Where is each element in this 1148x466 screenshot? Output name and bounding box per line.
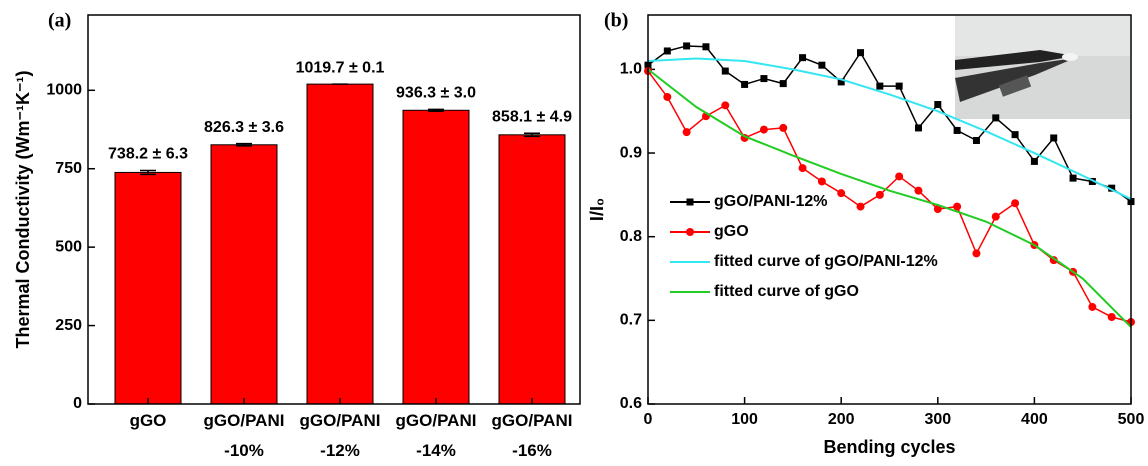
marker [914,187,922,195]
marker [683,128,691,136]
marker [953,203,961,211]
marker [799,164,807,172]
legend-label: gGO/PANI-12% [714,193,828,210]
marker [954,127,961,134]
y-tick-label: 0.6 [620,395,642,412]
marker [972,249,980,257]
marker [760,75,767,82]
y-tick-label: 1000 [46,82,82,99]
x-tick-label: 100 [731,411,758,428]
y-tick-label: 0.9 [620,144,642,161]
bar [115,172,181,404]
x-tick-label: 300 [924,411,951,428]
marker [973,137,980,144]
legend-label: fitted curve of gGO/PANI-12% [714,253,938,270]
marker [1031,158,1038,165]
marker [857,49,864,56]
marker [760,126,768,134]
y-axis-label: Thermal Conductivity (Wm⁻¹K⁻¹) [13,70,33,348]
marker [992,213,1000,221]
marker [664,47,671,54]
x-tick-label: gGO [93,406,203,436]
x-tick-label: gGO/PANI -16% [477,406,587,466]
y-tick-label: 0.7 [620,312,642,329]
x-tick-label: 500 [1118,411,1145,428]
inset-photo [955,16,1130,119]
legend-label: fitted curve of gGO [714,283,859,300]
marker [722,68,729,75]
y-tick-label: 750 [55,160,82,177]
y-tick-label: 0 [73,395,82,412]
marker [1070,175,1077,182]
marker [741,81,748,88]
x-tick-label: 200 [828,411,855,428]
marker [799,54,806,61]
marker [876,191,884,199]
marker [857,203,865,211]
x-tick-label: 400 [1021,411,1048,428]
value-label: 858.1 ± 4.9 [492,108,572,125]
marker [1012,131,1019,138]
marker [915,124,922,131]
marker [683,42,690,49]
panel-label: (a) [48,10,71,32]
marker [837,189,845,197]
marker [1088,303,1096,311]
marker [818,177,826,185]
marker [876,83,883,90]
value-label: 826.3 ± 3.6 [204,119,284,136]
y-tick-label: 250 [55,317,82,334]
bar [499,135,565,404]
y-axis-label: I/I₀ [587,198,607,221]
value-label: 738.2 ± 6.3 [108,146,188,163]
legend-marker [687,199,694,206]
marker [818,62,825,69]
marker [896,83,903,90]
marker [1050,134,1057,141]
panel-label: (b) [604,10,628,32]
y-tick-label: 0.8 [620,228,642,245]
legend-label: gGO [714,223,749,240]
value-label: 1019.7 ± 0.1 [296,59,385,76]
x-tick-label: gGO/PANI -10% [189,406,299,466]
y-tick-label: 500 [55,238,82,255]
x-axis-label: Bending cycles [823,437,955,457]
y-tick-label: 1.0 [620,61,642,78]
bar [211,145,277,404]
marker [702,43,709,50]
marker [721,101,729,109]
x-tick-label: gGO/PANI -12% [285,406,395,466]
legend-marker [686,228,694,236]
marker [1011,199,1019,207]
marker [663,93,671,101]
marker [779,124,787,132]
x-tick-label: 0 [644,411,653,428]
bar [403,110,469,404]
bar [307,84,373,404]
marker [1108,313,1116,321]
marker [992,114,999,121]
marker [780,80,787,87]
marker [934,101,941,108]
x-tick-label: gGO/PANI -14% [381,406,491,466]
marker [895,172,903,180]
value-label: 936.3 ± 3.0 [396,85,476,102]
